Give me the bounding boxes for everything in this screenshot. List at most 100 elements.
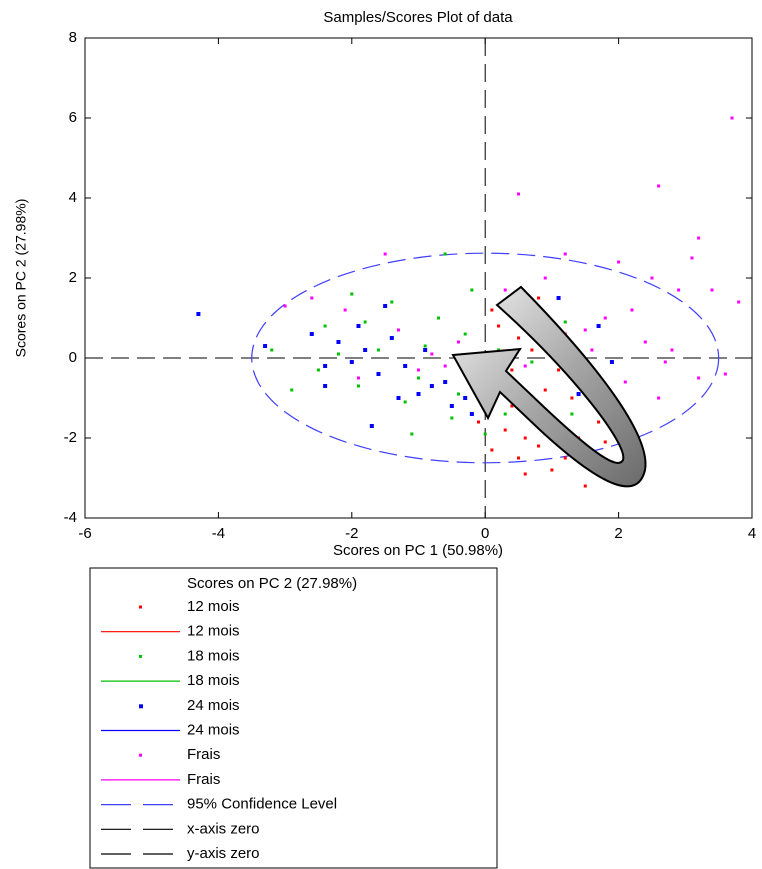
data-point	[583, 484, 587, 488]
data-point	[429, 384, 434, 388]
data-point	[336, 340, 341, 344]
x-tick-label: -4	[212, 525, 225, 542]
x-tick-label: -6	[78, 525, 91, 542]
data-point	[396, 328, 400, 332]
data-point	[430, 352, 434, 356]
legend-label: x-axis zero	[187, 820, 260, 837]
data-point	[283, 304, 287, 308]
data-point	[416, 392, 421, 396]
data-point	[290, 388, 294, 392]
data-point	[376, 372, 381, 376]
data-point	[417, 376, 420, 380]
data-point	[477, 420, 481, 424]
data-point	[590, 348, 594, 352]
data-point	[423, 348, 428, 352]
data-point	[349, 360, 354, 364]
data-point	[483, 432, 487, 436]
y-tick-label: 4	[69, 189, 77, 206]
data-point	[510, 368, 514, 372]
legend-label: 18 mois	[187, 672, 240, 689]
data-point	[583, 328, 587, 332]
y-tick-label: -2	[64, 429, 77, 446]
legend-label: 95% Confidence Level	[187, 796, 337, 813]
data-point	[556, 296, 561, 300]
data-point	[363, 348, 368, 352]
data-point	[617, 260, 621, 264]
legend-label: 12 mois	[187, 598, 240, 615]
data-point	[603, 316, 607, 320]
data-point	[263, 344, 268, 348]
data-point	[449, 404, 454, 408]
legend-marker	[139, 704, 143, 709]
data-point	[657, 396, 661, 400]
data-point	[369, 424, 374, 428]
data-point	[356, 384, 360, 388]
data-point	[657, 184, 661, 188]
data-point	[463, 332, 467, 336]
data-point	[510, 404, 514, 408]
data-point	[396, 396, 401, 400]
data-point	[557, 368, 561, 372]
annotation-arrow	[451, 285, 647, 488]
x-axis-label: Scores on PC 1 (50.98%)	[333, 542, 503, 559]
data-point	[403, 400, 407, 404]
data-point	[609, 360, 614, 364]
data-point	[356, 324, 361, 328]
data-point	[457, 340, 461, 344]
legend-label: Frais	[187, 746, 220, 763]
data-point	[663, 360, 667, 364]
data-point	[457, 392, 461, 396]
data-point	[463, 396, 468, 400]
data-point	[697, 236, 701, 240]
data-point	[443, 252, 447, 256]
legend-marker	[139, 753, 142, 757]
data-point	[443, 380, 448, 384]
legend-label: 24 mois	[187, 697, 240, 714]
data-point	[470, 288, 474, 292]
data-point	[517, 456, 521, 460]
legend-title: Scores on PC 2 (27.98%)	[187, 575, 357, 592]
data-point	[650, 276, 654, 280]
data-point	[417, 368, 420, 372]
data-point	[323, 384, 328, 388]
legend-marker	[139, 654, 142, 658]
data-point	[723, 372, 727, 376]
data-point	[543, 276, 547, 280]
confidence-ellipse	[251, 252, 720, 464]
x-tick-label: 0	[481, 525, 489, 542]
data-point	[356, 376, 360, 380]
data-point	[383, 304, 388, 308]
data-point	[670, 348, 674, 352]
legend-label: Frais	[187, 771, 220, 788]
x-tick-label: 2	[614, 525, 622, 542]
data-point	[523, 436, 527, 440]
data-point	[490, 308, 494, 312]
data-point	[737, 300, 741, 304]
data-point	[597, 420, 601, 424]
data-point	[503, 428, 507, 432]
data-point	[390, 300, 394, 304]
data-point	[497, 324, 501, 328]
data-point	[643, 340, 647, 344]
legend-label: 18 mois	[187, 647, 240, 664]
data-point	[343, 308, 347, 312]
x-tick-label: 4	[748, 525, 756, 542]
data-point	[550, 468, 554, 472]
data-point	[690, 256, 694, 260]
data-point	[523, 364, 527, 368]
data-point	[503, 288, 507, 292]
data-point	[517, 336, 521, 340]
data-point	[697, 376, 701, 380]
data-point	[576, 392, 581, 396]
legend-box	[89, 567, 498, 869]
data-point	[376, 348, 380, 352]
data-point	[563, 252, 567, 256]
data-point	[350, 292, 354, 296]
data-point	[323, 324, 327, 328]
legend-label: 12 mois	[187, 623, 240, 640]
data-point	[410, 432, 414, 436]
y-axis-label: Scores on PC 2 (27.98%)	[13, 199, 29, 358]
data-point	[596, 324, 601, 328]
data-point	[603, 440, 607, 444]
